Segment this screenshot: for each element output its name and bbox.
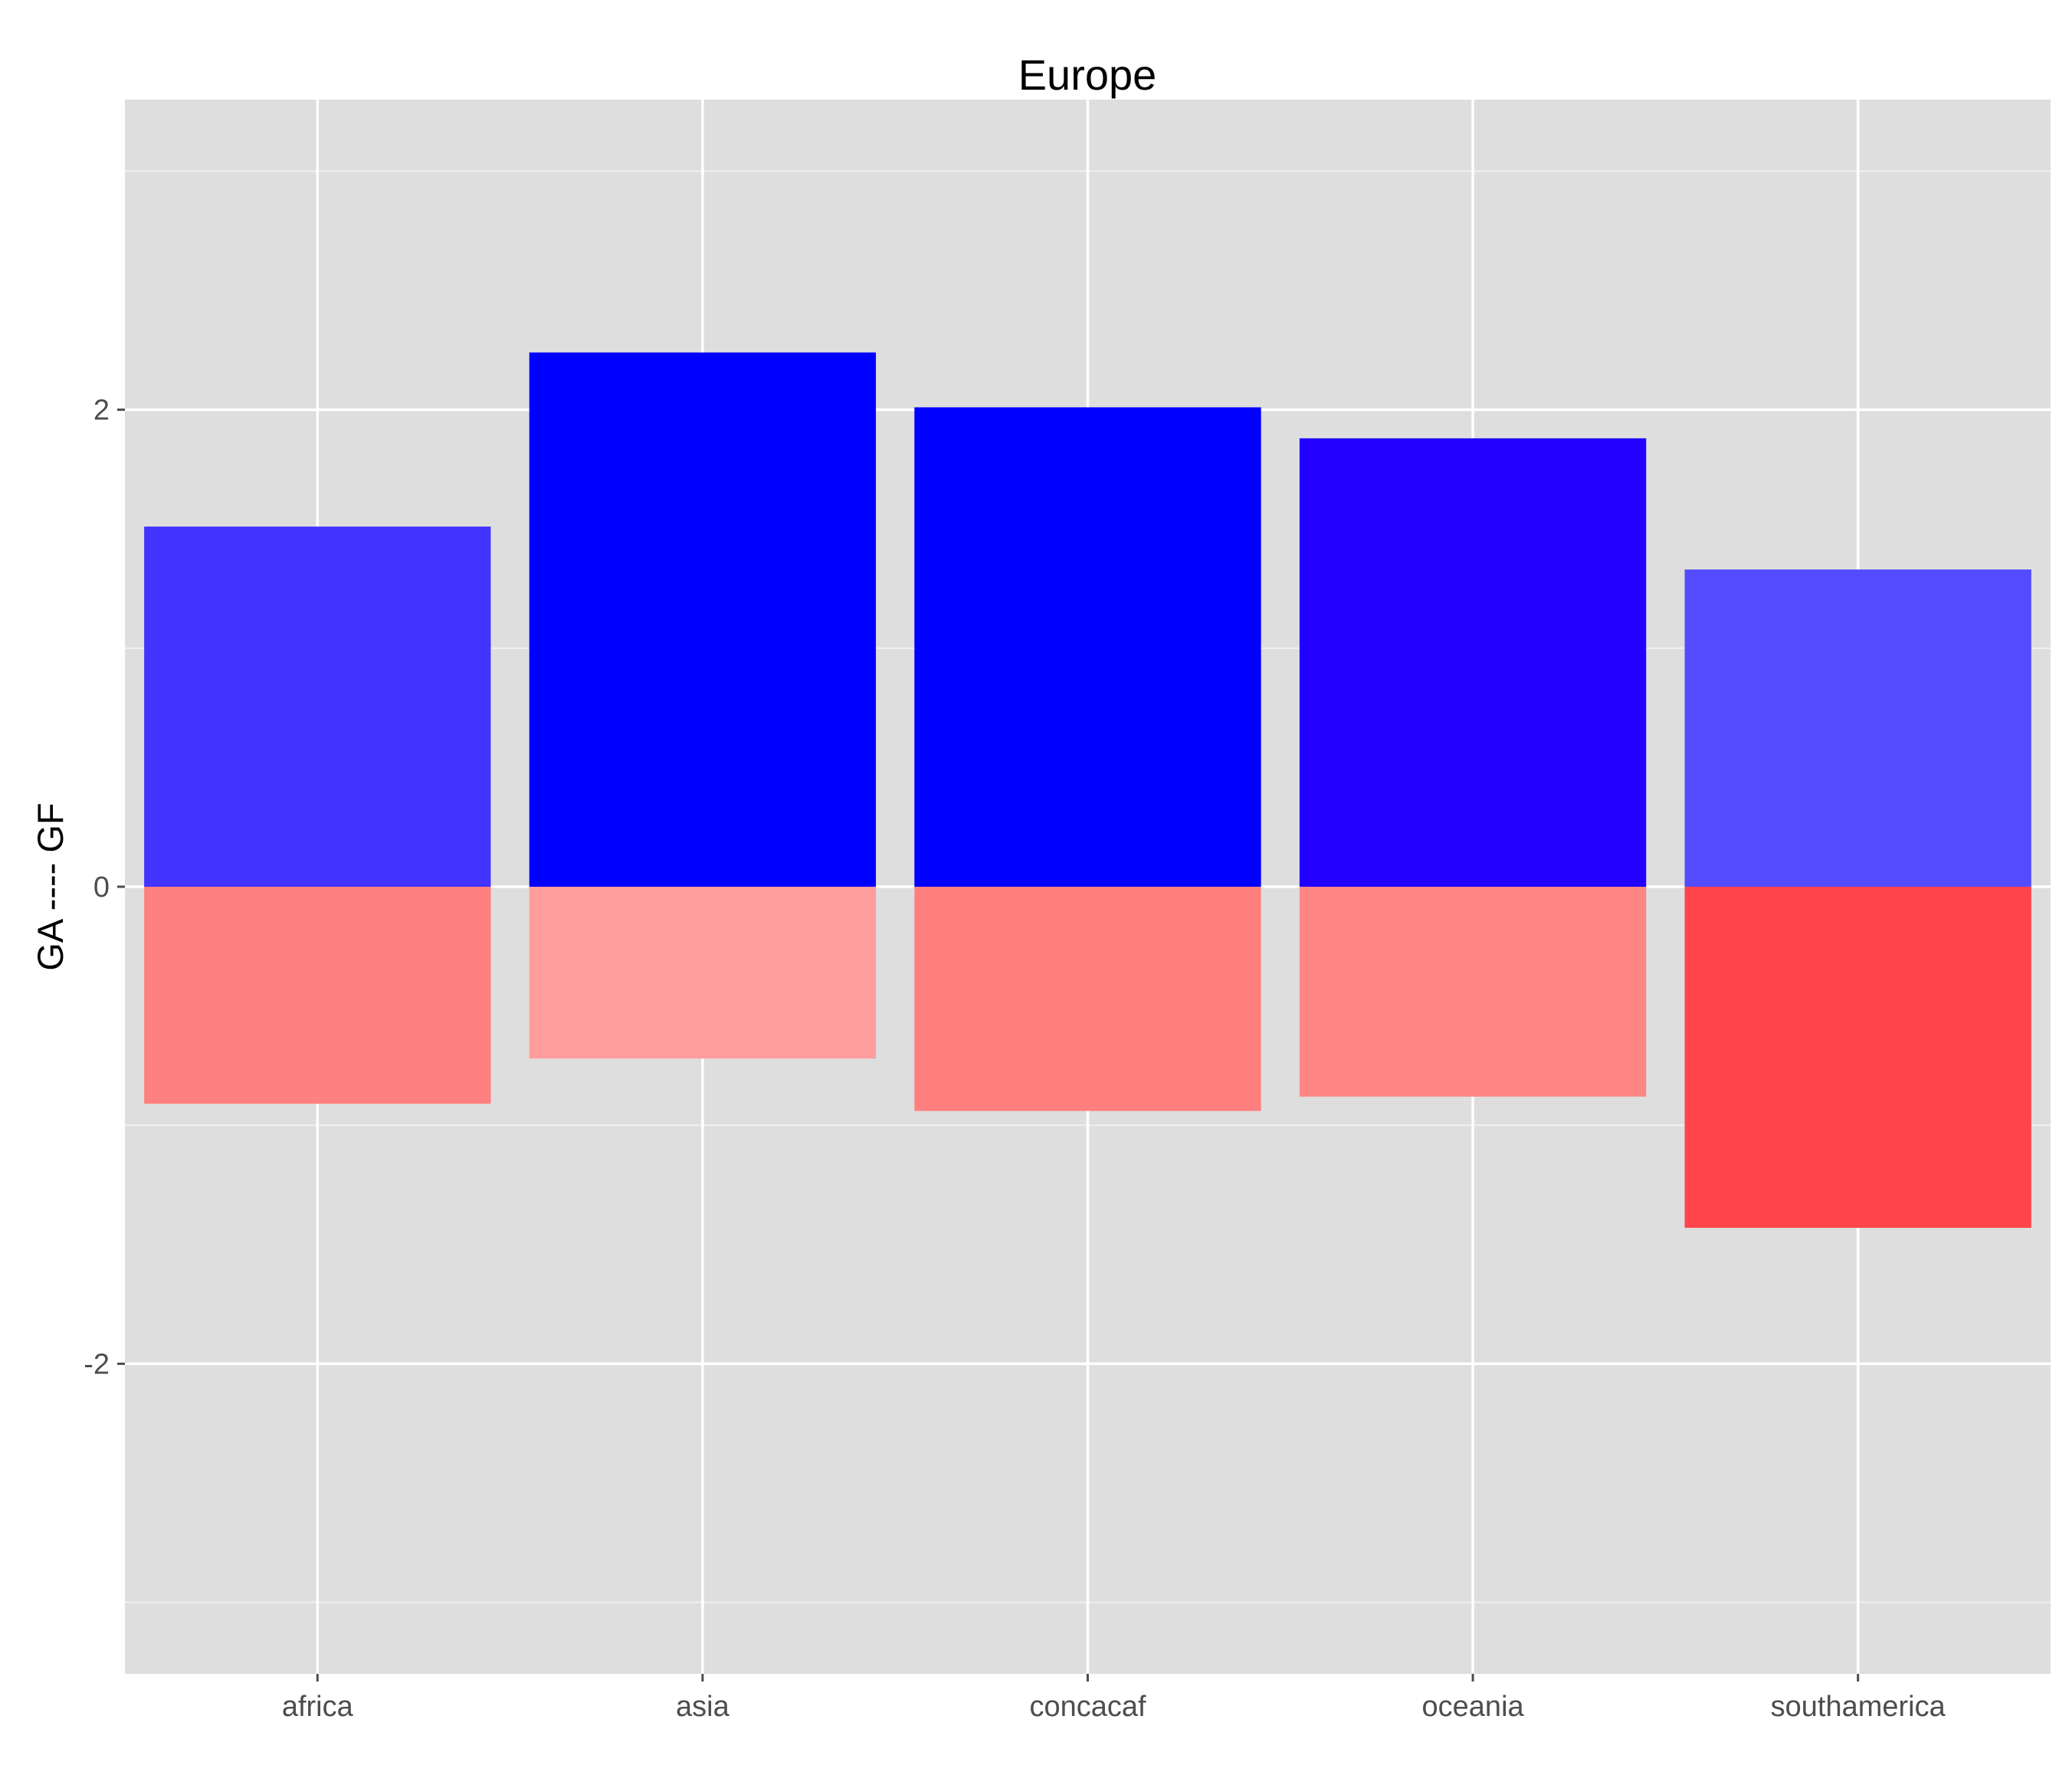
bar-oceania-positive [1299,438,1647,887]
y-tick-label: 0 [93,871,110,904]
bar-africa-negative [144,887,491,1104]
bar-southamerica-positive [1684,569,2031,887]
x-axis-ticks: africa asia concacaf oceania southamerica [282,1674,1946,1723]
bar-concacaf-negative [914,887,1261,1111]
x-tick-label: africa [282,1691,354,1723]
y-axis-label: GA ---- GF [30,802,70,970]
bar-asia-negative [529,887,877,1059]
y-tick-label: 2 [93,395,110,427]
bar-asia-positive [529,352,877,887]
bar-oceania-negative [1299,887,1647,1097]
x-tick-label: asia [676,1691,730,1723]
x-tick-label: concacaf [1029,1691,1146,1723]
chart-title: Europe [1018,51,1157,99]
y-tick-label: -2 [84,1348,110,1380]
x-tick-label: southamerica [1771,1691,1946,1723]
bar-africa-positive [144,527,491,887]
x-tick-label: oceania [1422,1691,1525,1723]
y-axis-ticks: -2 0 2 [84,395,125,1380]
bar-concacaf-positive [914,407,1261,887]
bars [144,352,2031,1229]
bar-southamerica-negative [1684,887,2031,1229]
